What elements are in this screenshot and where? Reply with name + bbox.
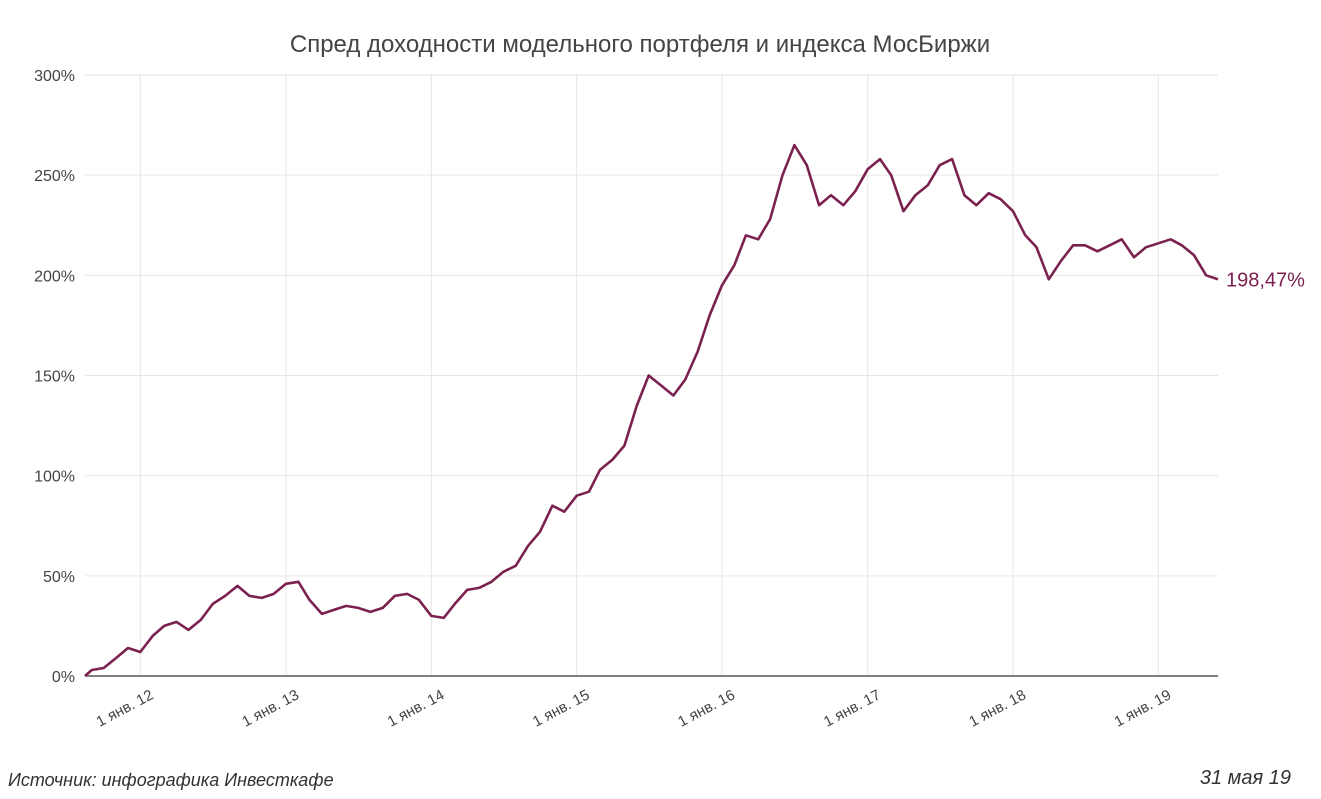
end-value-label: 198,47% bbox=[1226, 269, 1305, 291]
chart-title: Спред доходности модельного портфеля и и… bbox=[290, 31, 990, 58]
grid bbox=[85, 74, 1218, 676]
x-tick-label: 1 янв. 18 bbox=[966, 687, 1029, 731]
y-tick-label: 300% bbox=[34, 68, 75, 85]
y-tick-label: 250% bbox=[34, 168, 75, 185]
x-tick-label: 1 янв. 19 bbox=[1112, 687, 1175, 731]
y-tick-label: 0% bbox=[52, 669, 75, 686]
x-tick-label: 1 янв. 17 bbox=[821, 687, 884, 731]
source-caption: Источник: инфографика Инвесткафе bbox=[8, 770, 334, 790]
y-tick-label: 50% bbox=[43, 569, 75, 586]
date-caption: 31 мая 19 bbox=[1199, 767, 1291, 789]
x-tick-label: 1 янв. 14 bbox=[385, 687, 448, 731]
y-axis-ticks: 0% 50% 100% 150% 200% 250% 300% bbox=[34, 68, 75, 686]
x-tick-label: 1 янв. 15 bbox=[530, 687, 593, 731]
x-tick-label: 1 янв. 16 bbox=[675, 687, 738, 731]
y-tick-label: 200% bbox=[34, 268, 75, 285]
x-tick-label: 1 янв. 13 bbox=[239, 687, 302, 731]
x-axis-ticks: 1 янв. 12 1 янв. 13 1 янв. 14 1 янв. 15 1 ян… bbox=[94, 687, 1175, 731]
x-tick-label: 1 янв. 12 bbox=[94, 687, 157, 731]
y-tick-label: 150% bbox=[34, 369, 75, 386]
series-line-spread bbox=[84, 143, 1219, 677]
y-tick-label: 100% bbox=[34, 469, 75, 486]
